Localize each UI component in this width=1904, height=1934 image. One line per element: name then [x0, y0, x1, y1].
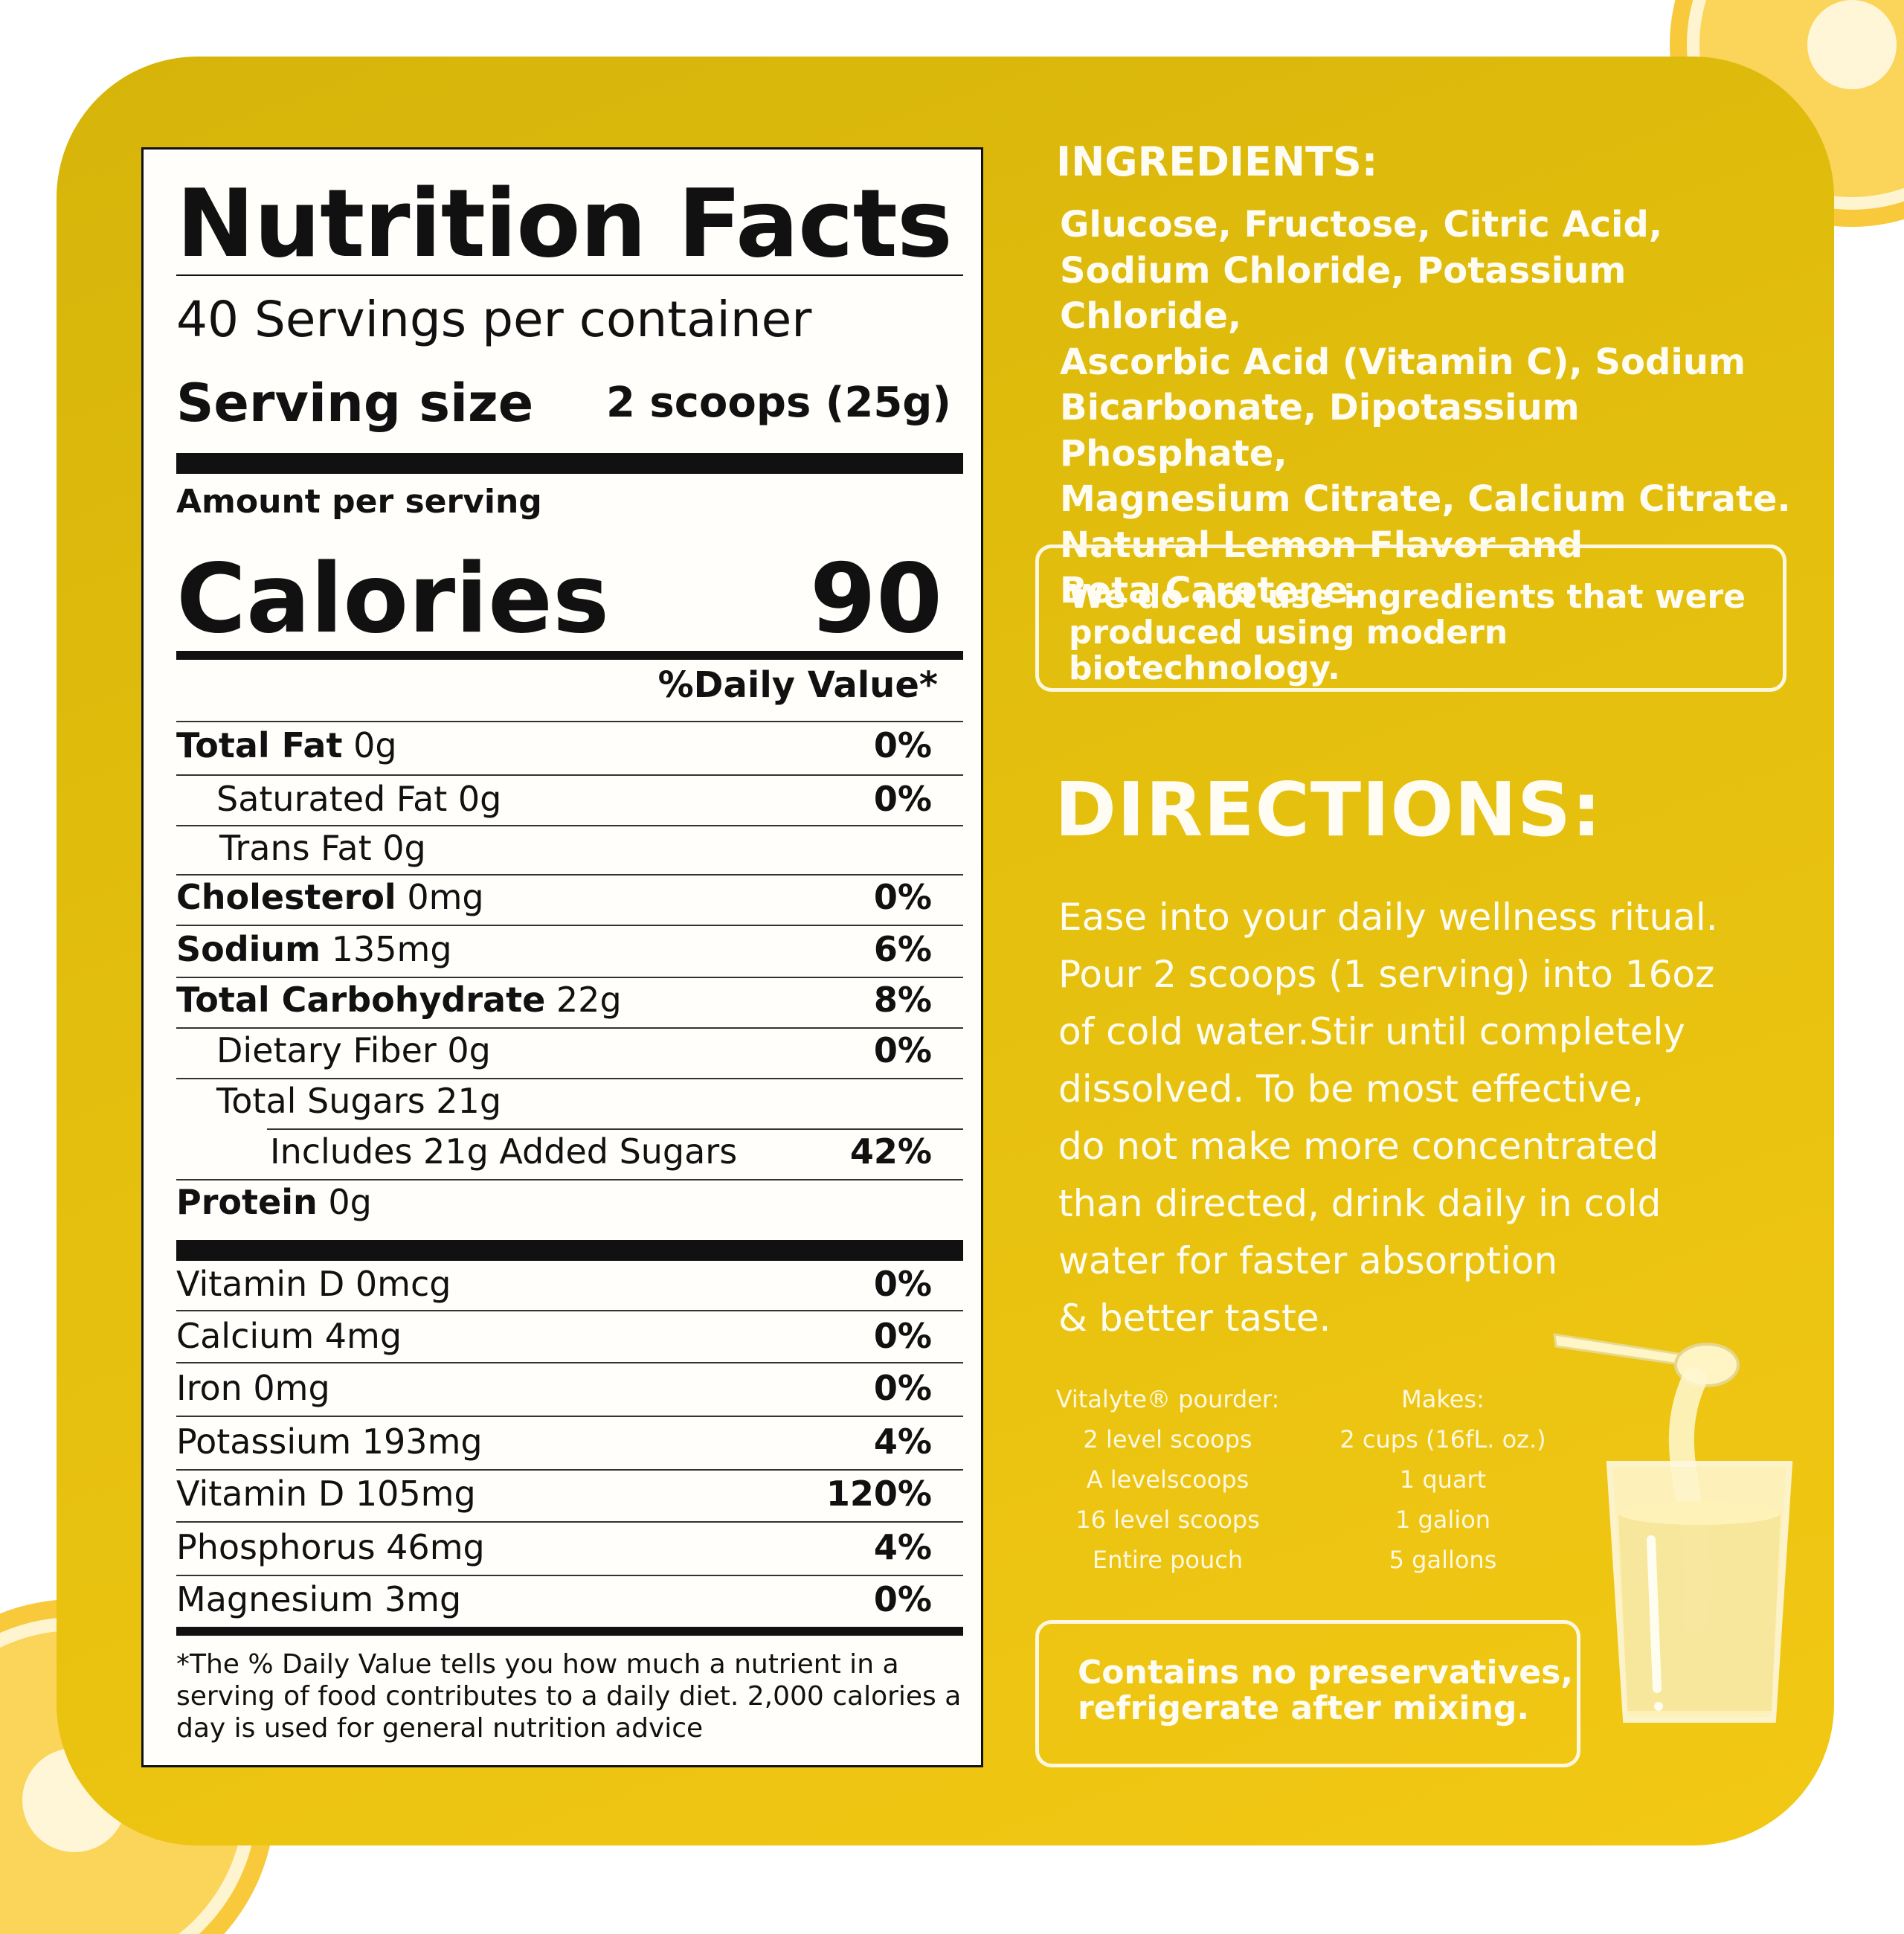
footnote: *The % Daily Value tells you how much a … [176, 1649, 962, 1744]
preservatives-notice: Contains no preservatives, refrigerate a… [1035, 1620, 1580, 1767]
nutrient-row: Cholesterol 0mg 0% [176, 877, 932, 917]
serving-size-value: 2 scoops (25g) [605, 379, 951, 427]
serving-size-label: Serving size [176, 373, 534, 434]
mix-table-col-powder: Vitalyte® pourder: 2 level scoops A leve… [1055, 1385, 1280, 1574]
directions-title: DIRECTIONS: [1055, 766, 1603, 853]
calories-label: Calories [176, 544, 610, 655]
directions-text: Ease into your daily wellness ritual. Po… [1058, 896, 1718, 1340]
nutrition-facts-label: Nutrition Facts 40 Servings per containe… [141, 147, 983, 1767]
nutrient-row: Total Carbohydrate 22g 8% [176, 980, 932, 1020]
biotech-notice: We do not use ingredients that were prod… [1035, 544, 1786, 692]
vitamin-row: Iron 0mg 0% [176, 1368, 932, 1408]
nutrient-row: Dietary Fiber 0g 0% [216, 1030, 932, 1070]
nutrient-row: Total Sugars 21g [216, 1081, 502, 1121]
medium-divider [176, 651, 963, 660]
thick-divider [176, 1240, 963, 1261]
amount-per-serving: Amount per serving [176, 483, 542, 521]
vitamin-row: Vitamin D 0mcg 0% [176, 1264, 932, 1304]
nutrition-title: Nutrition Facts [176, 169, 953, 278]
divider [176, 274, 963, 276]
nutrient-row: Trans Fat 0g [219, 828, 426, 868]
nutrient-row: Saturated Fat 0g 0% [216, 779, 932, 819]
vitamin-row: Phosphorus 46mg 4% [176, 1527, 932, 1567]
mix-table-col-makes: Makes: 2 cups (16fL. oz.) 1 quart 1 gali… [1339, 1385, 1546, 1574]
vitamin-row: Vitamin D 105mg 120% [176, 1474, 932, 1514]
vitamin-row: Potassium 193mg 4% [176, 1421, 932, 1462]
nutrient-row: Sodium 135mg 6% [176, 929, 932, 969]
medium-divider [176, 1627, 963, 1636]
servings-per-container: 40 Servings per container [176, 291, 812, 348]
nutrient-row: Protein 0g [176, 1182, 372, 1222]
nutrient-row: Includes 21g Added Sugars 42% [270, 1131, 932, 1172]
glass-icon [1606, 1461, 1793, 1723]
daily-value-header: %Daily Value* [657, 664, 938, 706]
vitamin-row: Calcium 4mg 0% [176, 1316, 932, 1356]
ingredients-title: INGREDIENTS: [1056, 138, 1378, 185]
nutrient-row: Total Fat 0g 0% [176, 725, 932, 765]
vitamin-row: Magnesium 3mg 0% [176, 1579, 932, 1619]
calories-value: 90 [809, 544, 942, 655]
thick-divider [176, 453, 963, 474]
